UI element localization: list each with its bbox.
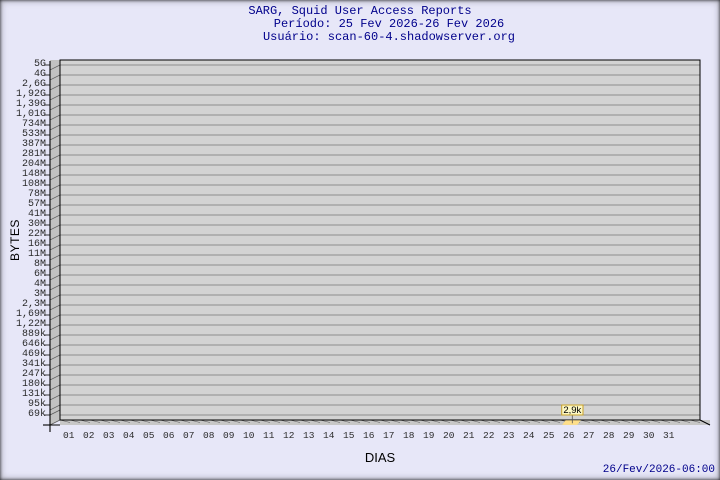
svg-text:2,9k: 2,9k	[563, 405, 581, 416]
